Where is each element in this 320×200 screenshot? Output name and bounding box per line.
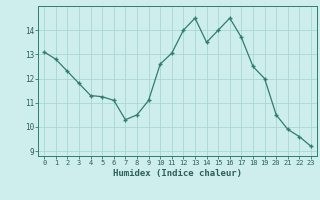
X-axis label: Humidex (Indice chaleur): Humidex (Indice chaleur) [113,169,242,178]
